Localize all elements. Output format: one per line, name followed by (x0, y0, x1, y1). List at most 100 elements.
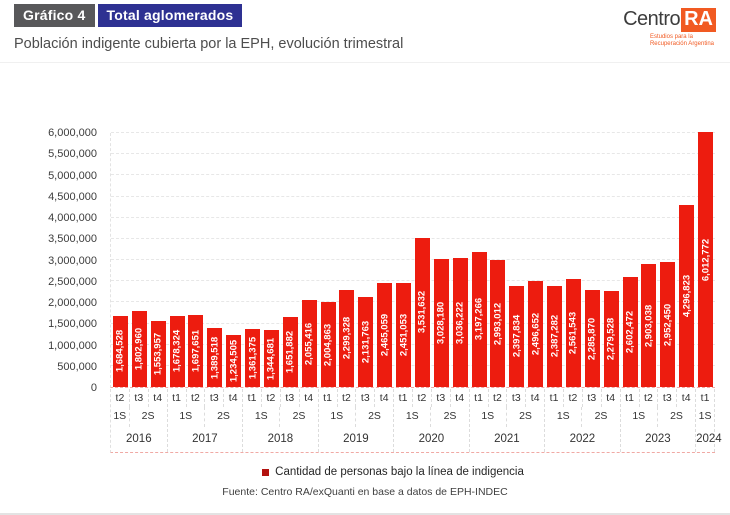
quarter-label: t1 (621, 389, 640, 407)
gridline (111, 259, 715, 260)
semester-label: 2S (217, 410, 230, 422)
bar-value-label: 1,344,681 (265, 337, 277, 380)
quarter-label: t4 (530, 392, 540, 404)
bar-slot: 1,651,882 (281, 133, 300, 387)
bar: 2,993,012 (490, 260, 506, 387)
legend: Cantidad de personas bajo la línea de in… (28, 466, 730, 478)
bar-value-label: 2,285,870 (586, 317, 598, 360)
y-tick-label: 2,000,000 (48, 297, 97, 309)
quarter-label: t3 (432, 389, 451, 407)
semester-label: 1S (243, 407, 281, 427)
quarter-label: t2 (564, 389, 583, 407)
quarter-label: t2 (489, 389, 508, 407)
bar: 4,296,823 (679, 205, 695, 387)
year-label: 2019 (343, 433, 369, 445)
semester-label: 2S (519, 410, 532, 422)
bar-slot: 1,361,375 (243, 133, 262, 387)
bar-value-label: 2,299,328 (341, 317, 353, 360)
bar-value-label: 2,004,863 (322, 323, 334, 366)
year-group: t1 t2 t3 t4 1S 2S 2023 (621, 389, 697, 452)
y-tick-label: 3,500,000 (48, 233, 97, 246)
bar: 2,004,863 (320, 302, 336, 387)
bar-value-label: 1,389,518 (209, 336, 221, 379)
bar-value-label: 1,553,957 (152, 332, 164, 376)
legend-marker-square (262, 468, 270, 476)
chart-scope-tag: Total aglomerados (97, 4, 243, 27)
bar: 2,279,528 (603, 290, 619, 387)
logo-text-ra: RA (681, 8, 716, 32)
bar: 2,465,059 (377, 282, 393, 387)
quarter-label: t2 (640, 389, 659, 407)
semester-label: 1S (545, 407, 583, 427)
year-label: 2018 (267, 433, 294, 445)
year-group: t1 t2 t3 t4 1S 2S 2020 (394, 389, 470, 452)
bar-slot: 2,993,012 (489, 133, 508, 387)
bar-value-label: 2,387,282 (549, 315, 561, 358)
semester-label: 1S (698, 410, 712, 422)
bar-value-label: 1,802,960 (133, 327, 145, 370)
year-label: 2017 (192, 433, 218, 445)
y-tick-label: 1,500,000 (48, 318, 97, 331)
bar: 2,903,038 (641, 264, 657, 387)
bar-value-label: 2,993,012 (492, 302, 504, 345)
bar-value-label: 3,197,266 (473, 298, 485, 341)
logo-tagline-line1: Estudios para la (649, 34, 693, 40)
semester-label: 2S (594, 410, 608, 422)
bar: 2,387,282 (547, 285, 563, 387)
logo-wordmark: Centro RA (623, 8, 716, 32)
y-tick-label: 1,000,000 (48, 339, 97, 352)
quarter-label: t3 (658, 389, 678, 407)
quarter-label: t4 (379, 392, 389, 404)
gridline (111, 153, 715, 155)
bar-slot: 1,802,960 (130, 133, 149, 387)
bar-slot: 1,678,324 (168, 133, 187, 387)
semester-label: 1S (111, 407, 130, 427)
quarter-label: t1 (394, 389, 413, 407)
year-group: t1 1S 2024 (696, 389, 722, 452)
bar-value-label: 2,397,834 (511, 315, 523, 358)
gridline (111, 237, 715, 239)
bar-value-label: 2,055,416 (303, 322, 315, 365)
bar-value-label: 6,012,772 (700, 238, 712, 281)
bar-slot: 2,397,834 (507, 133, 526, 387)
quarter-label: t2 (187, 389, 206, 407)
quarter-label: t4 (153, 392, 163, 404)
quarter-label: t3 (507, 389, 527, 407)
bar-slot: 3,531,632 (413, 133, 432, 387)
quarter-label: t1 (319, 389, 338, 407)
bar: 1,361,375 (245, 329, 261, 387)
bar-value-label: 2,903,038 (643, 304, 655, 347)
semester-label: 1S (470, 407, 507, 427)
quarter-label: t1 (243, 389, 262, 407)
bar: 2,285,870 (584, 290, 600, 387)
gridline (111, 132, 715, 133)
y-tick-label: 2,500,000 (48, 275, 97, 288)
gridline (111, 174, 715, 176)
year-group: t1 t2 t3 t4 1S 2S 2018 (243, 389, 319, 452)
quarter-label: t4 (455, 392, 465, 404)
bar-slot: 4,296,823 (677, 133, 696, 387)
year-group: t1 t2 t3 t4 1S 2S 2021 (470, 389, 546, 452)
gridline (111, 343, 715, 345)
semester-label: 2S (368, 410, 381, 422)
logo-tagline-line2: Recuperación Argentina (649, 41, 714, 47)
bar: 2,496,652 (528, 281, 544, 387)
bar-slot: 2,496,652 (526, 133, 545, 387)
bar: 2,952,450 (660, 262, 676, 387)
semester-label: 1S (394, 407, 432, 427)
bar-slot: 3,028,180 (432, 133, 451, 387)
quarter-label: t3 (356, 389, 376, 407)
gridline (111, 322, 715, 324)
semester-label: 2S (443, 410, 457, 422)
bar: 3,531,632 (414, 237, 430, 387)
y-tick-label: 500,000 (57, 360, 97, 373)
logo-tagline: Estudios para la Recuperación Argentina (650, 34, 714, 48)
bar-value-label: 1,684,528 (114, 330, 126, 373)
bar-value-label: 1,678,324 (171, 330, 183, 373)
bar-value-label: 1,361,375 (247, 337, 259, 380)
bar-value-label: 1,234,505 (228, 339, 240, 383)
bar-series: 1,684,528 1,802,960 1,553,957 1,678,324 1,69… (111, 132, 715, 387)
quarter-label: t2 (111, 389, 130, 407)
bar-value-label: 1,697,651 (190, 329, 202, 373)
bar-value-label: 2,465,059 (379, 313, 391, 356)
